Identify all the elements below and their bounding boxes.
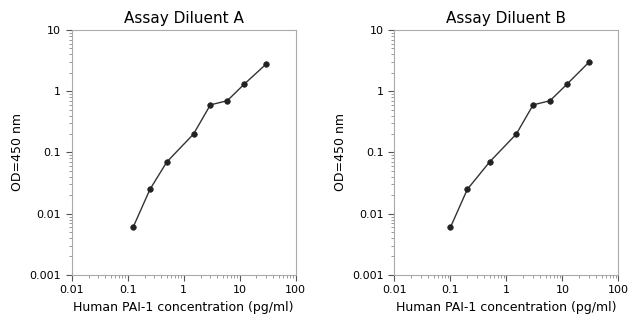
Y-axis label: OD=450 nm: OD=450 nm xyxy=(11,113,24,191)
Title: Assay Diluent A: Assay Diluent A xyxy=(124,11,244,26)
Y-axis label: OD=450 nm: OD=450 nm xyxy=(334,113,347,191)
Title: Assay Diluent B: Assay Diluent B xyxy=(447,11,566,26)
X-axis label: Human PAI-1 concentration (pg/ml): Human PAI-1 concentration (pg/ml) xyxy=(74,301,294,314)
X-axis label: Human PAI-1 concentration (pg/ml): Human PAI-1 concentration (pg/ml) xyxy=(396,301,617,314)
